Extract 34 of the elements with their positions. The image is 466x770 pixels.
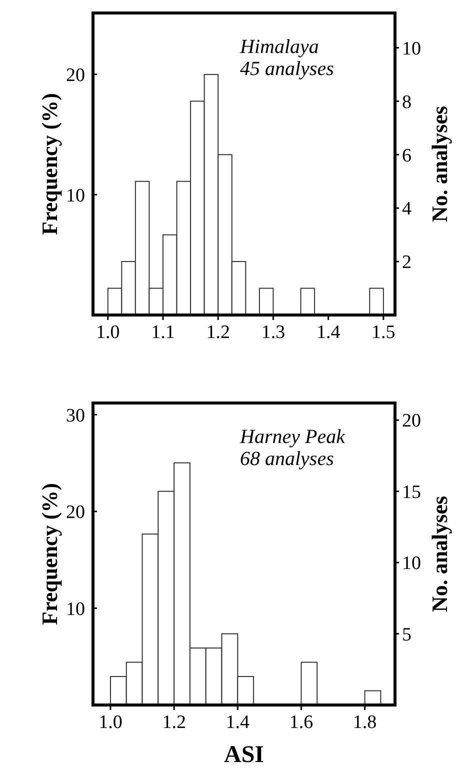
x-tick-label: 1.6 [289,712,314,733]
x-tick-label: 1.8 [352,712,377,733]
y-axis-title: Frequency (%) [37,93,62,235]
x-tick-label: 1.0 [96,322,120,343]
annotation: 68 analyses [240,448,334,470]
y2-tick-label: 2 [402,252,412,274]
x-tick-label: 1.5 [372,322,396,343]
x-axis-title: ASI [224,742,264,768]
y-tick-label: 10 [66,185,85,206]
y2-tick-label: 20 [402,410,421,432]
x-tick-label: 1.4 [226,712,250,733]
y-tick-label: 10 [66,598,85,620]
y2-tick-label: 10 [402,553,421,574]
x-tick-label: 1.0 [98,712,122,733]
x-tick-label: 1.1 [151,322,175,343]
y2-tick-label: 6 [402,145,412,166]
y-axis-title: Frequency (%) [37,483,62,625]
y2-tick-label: 8 [402,92,412,113]
y2-tick-label: 4 [402,198,412,220]
annotation: Harney Peak [239,426,346,448]
annotation: Himalaya [239,36,319,58]
y2-axis-title: No. analyses [427,106,452,222]
x-tick-label: 1.4 [316,322,341,343]
y2-tick-label: 10 [402,38,421,60]
y-tick-label: 20 [66,65,85,86]
y-tick-label: 20 [66,502,85,524]
x-tick-label: 1.2 [206,322,230,343]
x-tick-label: 1.2 [162,712,186,733]
y2-axis-title: No. analyses [427,496,452,612]
y-tick-label: 30 [66,405,85,426]
y2-tick-label: 5 [402,624,412,646]
annotation: 45 analyses [240,58,334,80]
y2-tick-label: 15 [402,482,421,503]
x-tick-label: 1.3 [261,322,286,343]
